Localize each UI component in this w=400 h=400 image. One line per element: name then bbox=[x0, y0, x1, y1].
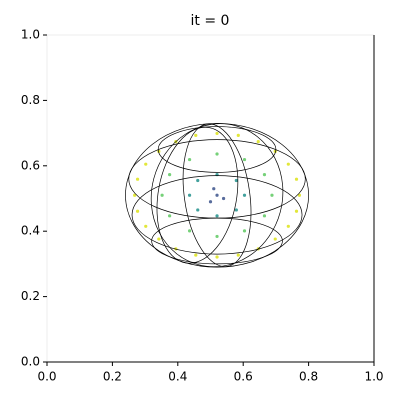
point bbox=[256, 140, 260, 144]
wireframe-ellipse bbox=[151, 217, 283, 265]
point bbox=[187, 193, 192, 197]
point bbox=[294, 209, 299, 213]
chart-title: it = 0 bbox=[191, 13, 230, 29]
point bbox=[215, 234, 219, 239]
x-tick-label: 0.2 bbox=[103, 370, 122, 384]
wireframe-ellipse bbox=[156, 126, 239, 264]
point bbox=[187, 229, 192, 233]
y-tick-label: 0.6 bbox=[21, 158, 40, 172]
y-tick-label: 1.0 bbox=[21, 28, 40, 42]
point bbox=[242, 157, 247, 162]
point bbox=[187, 157, 192, 162]
point bbox=[215, 152, 219, 156]
y-tick-label: 0.0 bbox=[21, 355, 40, 369]
point bbox=[234, 178, 238, 183]
point bbox=[273, 237, 277, 241]
point bbox=[168, 173, 172, 177]
y-tick-label: 0.4 bbox=[21, 224, 40, 238]
wireframe-ellipse bbox=[150, 123, 284, 268]
point bbox=[234, 208, 238, 212]
point bbox=[160, 193, 164, 197]
point bbox=[221, 196, 226, 201]
point bbox=[215, 214, 219, 218]
point bbox=[168, 214, 172, 218]
point bbox=[208, 200, 213, 204]
point bbox=[212, 187, 216, 191]
point bbox=[242, 193, 247, 197]
wireframe-ellipse bbox=[131, 175, 303, 255]
point bbox=[236, 253, 240, 257]
point bbox=[215, 255, 219, 259]
y-tick-label: 0.2 bbox=[21, 289, 40, 303]
point bbox=[286, 162, 290, 166]
point bbox=[242, 229, 247, 233]
point bbox=[196, 178, 200, 183]
x-tick-label: 0.8 bbox=[299, 370, 318, 384]
point bbox=[215, 193, 219, 197]
point bbox=[262, 173, 267, 177]
point bbox=[270, 193, 274, 197]
point bbox=[144, 162, 148, 166]
point bbox=[194, 253, 198, 257]
point bbox=[286, 224, 290, 228]
point bbox=[157, 237, 161, 241]
point bbox=[294, 177, 299, 181]
wireframe-ellipse bbox=[128, 139, 306, 219]
x-tick-label: 0.6 bbox=[234, 370, 253, 384]
point bbox=[236, 133, 240, 137]
wireframe-ellipse bbox=[182, 123, 252, 267]
point bbox=[144, 224, 148, 228]
point bbox=[135, 209, 140, 213]
x-tick-label: 0.0 bbox=[37, 370, 56, 384]
x-tick-label: 0.4 bbox=[168, 370, 187, 384]
y-tick-label: 0.8 bbox=[21, 93, 40, 107]
point bbox=[196, 208, 200, 212]
x-tick-label: 1.0 bbox=[364, 370, 383, 384]
point bbox=[262, 214, 267, 218]
point bbox=[135, 177, 140, 181]
point bbox=[215, 131, 219, 136]
point bbox=[194, 133, 198, 137]
